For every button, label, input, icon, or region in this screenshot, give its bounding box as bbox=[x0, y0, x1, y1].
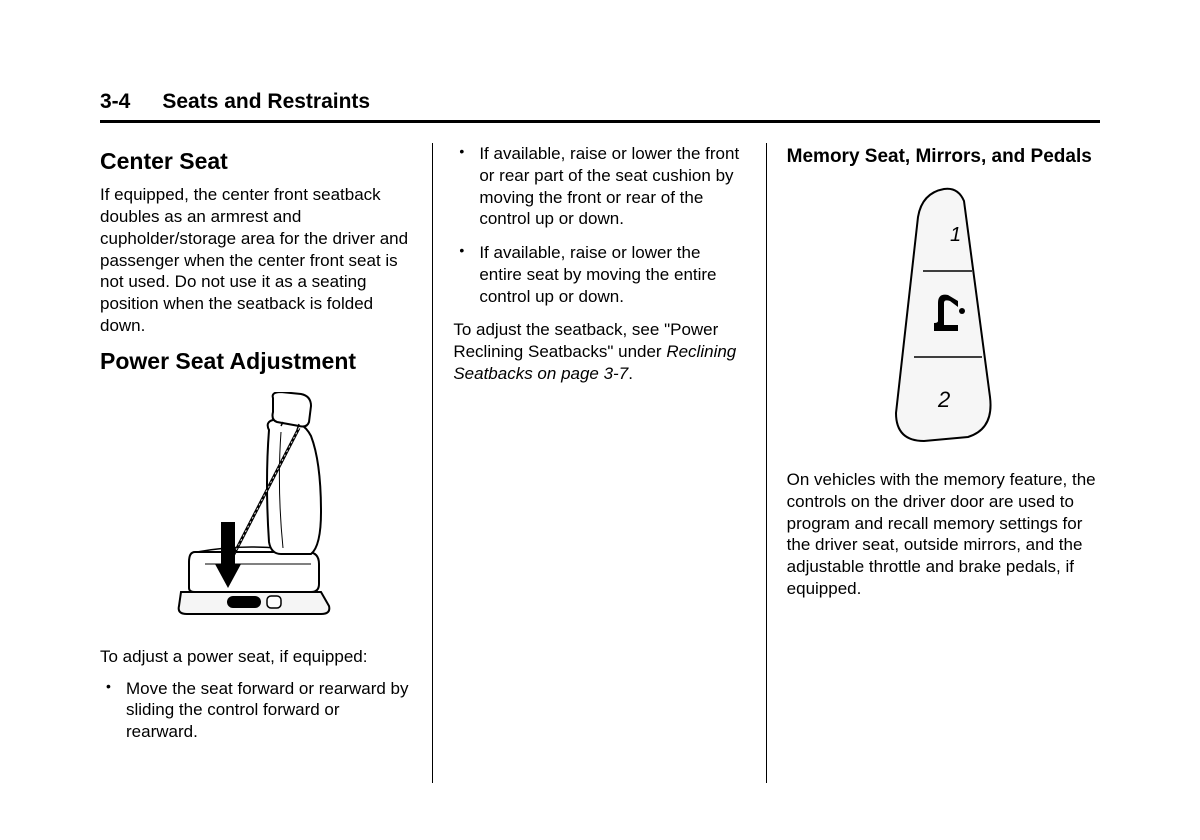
bullet-item: Move the seat forward or rearward by sli… bbox=[100, 678, 412, 743]
center-seat-text: If equipped, the center front seatback d… bbox=[100, 184, 412, 336]
bullet-item: If available, raise or lower the entire … bbox=[453, 242, 745, 307]
column-3: Memory Seat, Mirrors, and Pedals 1 2 On … bbox=[767, 143, 1100, 783]
memory-button-2-label: 2 bbox=[937, 387, 950, 412]
power-seat-figure bbox=[100, 392, 412, 628]
bullet-item: If available, raise or lower the front o… bbox=[453, 143, 745, 230]
memory-text: On vehicles with the memory feature, the… bbox=[787, 469, 1100, 600]
seat-illustration-icon bbox=[161, 392, 351, 622]
memory-heading: Memory Seat, Mirrors, and Pedals bbox=[787, 145, 1100, 169]
page-header: 3-4 Seats and Restraints bbox=[100, 90, 1100, 123]
center-seat-heading: Center Seat bbox=[100, 147, 412, 176]
column-2: If available, raise or lower the front o… bbox=[433, 143, 766, 783]
column-1: Center Seat If equipped, the center fron… bbox=[100, 143, 433, 783]
text-run: . bbox=[628, 364, 633, 383]
power-seat-intro: To adjust a power seat, if equipped: bbox=[100, 646, 412, 668]
page-number: 3-4 bbox=[100, 90, 130, 114]
chapter-title: Seats and Restraints bbox=[162, 90, 370, 114]
power-seat-bullets-1: Move the seat forward or rearward by sli… bbox=[100, 678, 412, 743]
power-seat-bullets-2: If available, raise or lower the front o… bbox=[453, 143, 745, 307]
memory-buttons-figure: 1 2 bbox=[787, 185, 1100, 451]
seatback-reference-text: To adjust the seatback, see "Power Recli… bbox=[453, 319, 745, 384]
memory-button-1-label: 1 bbox=[950, 224, 961, 246]
content-columns: Center Seat If equipped, the center fron… bbox=[100, 143, 1100, 783]
memory-buttons-icon: 1 2 bbox=[868, 185, 1018, 445]
power-seat-heading: Power Seat Adjustment bbox=[100, 347, 412, 376]
